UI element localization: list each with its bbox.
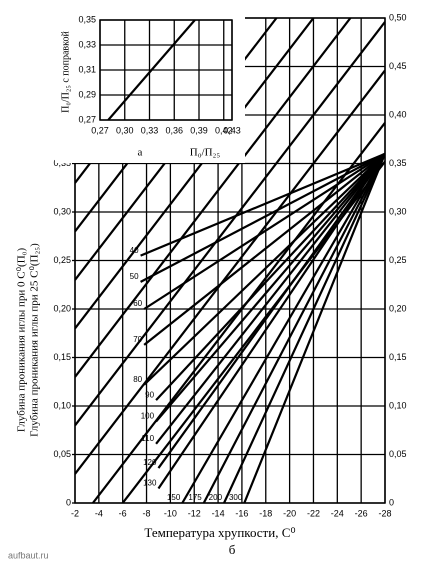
x-tick-label: -12: [188, 508, 201, 518]
y-tick-label: 0,20: [53, 303, 71, 313]
line-label: 300: [229, 493, 243, 502]
y2-tick-label: 0,20: [389, 303, 407, 313]
line-label: 130: [143, 479, 157, 488]
y-tick-label: 0,29: [78, 89, 96, 99]
line: [121, 160, 385, 503]
x-tick-label: 0,42: [215, 125, 233, 135]
x-tick-label: 0,27: [91, 125, 109, 135]
y-tick-label: 0,27: [78, 114, 96, 124]
line: [223, 153, 385, 503]
plot-frame: [99, 19, 233, 121]
line: [157, 153, 385, 469]
line-label: 120: [143, 458, 157, 467]
line: [107, 20, 196, 120]
y-tick-label: 0,10: [53, 400, 71, 410]
line-label: 90: [145, 390, 154, 399]
x-tick-label: -2: [71, 508, 79, 518]
x-tick-label: 0,30: [116, 125, 134, 135]
line-label: 100: [141, 412, 155, 421]
x-tick-label: 0,39: [190, 125, 208, 135]
line: [75, 18, 315, 330]
line: [143, 153, 385, 386]
line-label: 80: [133, 375, 142, 384]
y-tick-label: 0,35: [78, 14, 96, 24]
y-tick-label: 0,30: [53, 206, 71, 216]
line: [75, 69, 385, 475]
x-tick-label: -16: [235, 508, 248, 518]
line: [92, 122, 385, 503]
line-label: 40: [130, 246, 139, 255]
y2-tick-label: 0: [389, 497, 394, 507]
x-tick-label: -26: [355, 508, 368, 518]
line-label: 70: [133, 335, 142, 344]
caption: б: [229, 542, 236, 557]
line-label: 110: [141, 434, 154, 443]
x-tick-label: -8: [143, 508, 151, 518]
line: [143, 152, 385, 346]
line: [202, 153, 385, 503]
x-tick-label: -22: [307, 508, 320, 518]
inset-chart: 0,27 0,30 0,33 0,36 0,39 0,420,43 0,27 0,29 0,31…: [55, 14, 245, 163]
line: [181, 153, 385, 503]
y2-tick-label: 0,40: [389, 109, 407, 119]
line: [243, 153, 385, 503]
x-tick-label: -24: [331, 508, 344, 518]
x-tick-label: -4: [95, 508, 103, 518]
line: [155, 153, 385, 423]
y2-tick-label: 0,45: [389, 61, 407, 71]
line-label: 200: [209, 493, 223, 502]
y-tick-label: 0: [66, 497, 71, 507]
x-tick-label: 0,33: [141, 125, 159, 135]
y2-tick-label: 0,15: [389, 352, 407, 362]
y-tick-label: 0,15: [53, 352, 71, 362]
y-tick-label: 0,33: [78, 39, 96, 49]
x-tick-label: 0,43: [223, 125, 241, 135]
x-tick-label: -6: [119, 508, 127, 518]
y-tick-label: 0,31: [78, 64, 96, 74]
x-axis-label: П₀/П₂₅: [190, 147, 221, 159]
y-tick-label: 0,05: [53, 449, 71, 459]
y2-tick-label: 0,35: [389, 158, 407, 168]
line-label: 175: [188, 493, 202, 502]
main-chart: -2 -4 -6 -8 -10 -12 -14 -16 -18 -20 -22 -24 -26 -2800…: [16, 12, 407, 557]
y2-tick-label: 0,10: [389, 400, 407, 410]
line-label: 50: [130, 272, 139, 281]
line: [75, 18, 352, 378]
x-tick-label: -28: [378, 508, 391, 518]
x-tick-label: -14: [212, 508, 225, 518]
line: [155, 153, 385, 445]
lines: [107, 20, 196, 120]
x-tick-label: -20: [283, 508, 296, 518]
y-axis-label: Глубина проникания иглы при 25 С⁰(П₂₅): [29, 243, 41, 437]
y2-tick-label: 0,25: [389, 255, 407, 265]
y-tick-label: 0,25: [53, 255, 71, 265]
line-label: 150: [167, 493, 181, 502]
y-axis-label: П₀/П₂₅ с поправкой: [60, 31, 71, 113]
x-tick-label: -10: [164, 508, 177, 518]
line: [75, 21, 385, 427]
line-label: 60: [133, 299, 142, 308]
y2-tick-label: 0,50: [389, 12, 407, 22]
y2-tick-label: 0,30: [389, 206, 407, 216]
caption: а: [138, 147, 143, 159]
x-tick-label: -18: [259, 508, 272, 518]
x-axis-label: Температура хрупкости, С⁰: [144, 525, 295, 540]
x-tick-label: 0,36: [165, 125, 183, 135]
line: [155, 153, 385, 401]
watermark: aufbaut.ru: [8, 550, 49, 560]
y2-tick-label: 0,05: [389, 449, 407, 459]
y-axis-label: Глубина проникания иглы при 0 С⁰(П₀): [16, 248, 28, 433]
